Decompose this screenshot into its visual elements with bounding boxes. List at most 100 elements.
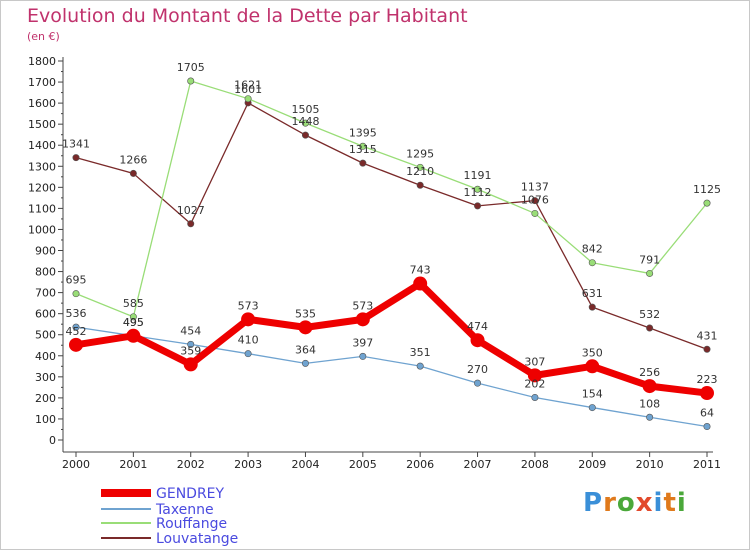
data-label: 1448	[291, 115, 319, 128]
x-tick-label: 2007	[464, 458, 492, 471]
data-point	[703, 423, 711, 431]
data-label: 536	[66, 307, 87, 320]
data-point	[129, 313, 137, 321]
data-label: 1705	[177, 61, 205, 74]
data-point	[585, 359, 600, 374]
data-point	[588, 404, 596, 412]
data-label: 64	[700, 407, 714, 420]
data-label: 1621	[234, 79, 262, 92]
data-label: 1266	[119, 153, 147, 166]
y-tick-label: 700	[35, 287, 56, 300]
data-point	[187, 77, 195, 85]
data-point	[474, 379, 482, 387]
logo-letter: i	[653, 488, 664, 518]
y-tick-label: 1200	[28, 181, 56, 194]
logo-letter: P	[583, 488, 604, 518]
data-label: 695	[66, 274, 87, 287]
data-point	[413, 276, 428, 291]
data-point	[72, 323, 80, 331]
logo-letter: x	[635, 488, 654, 518]
chart-unit-label: (en €)	[27, 30, 60, 43]
x-tick-label: 2001	[119, 458, 147, 471]
data-point	[69, 337, 83, 352]
logo-letter: r	[603, 488, 617, 518]
logo-letter: o	[616, 488, 636, 518]
data-label: 410	[238, 334, 259, 347]
data-point	[244, 95, 252, 103]
y-tick-label: 1400	[28, 139, 56, 152]
y-tick-label: 1100	[28, 202, 56, 215]
data-label: 1112	[464, 186, 492, 199]
data-label: 350	[582, 346, 603, 359]
data-point	[183, 357, 198, 372]
data-point	[359, 352, 367, 360]
data-point	[126, 328, 141, 343]
data-label: 1295	[406, 147, 434, 160]
data-label: 1601	[234, 83, 262, 96]
y-tick-label: 200	[35, 392, 56, 405]
data-label: 631	[582, 287, 603, 300]
data-label: 495	[123, 316, 144, 329]
x-tick-label: 2005	[349, 458, 377, 471]
data-point	[301, 131, 309, 139]
data-point	[531, 393, 539, 401]
data-label: 431	[697, 329, 718, 342]
data-label: 743	[410, 264, 431, 277]
data-label: 532	[639, 308, 660, 321]
y-tick-label: 1600	[28, 97, 56, 110]
data-label: 1395	[349, 126, 377, 139]
data-label: 1027	[177, 204, 205, 217]
data-point	[474, 185, 482, 193]
data-label: 364	[295, 343, 316, 356]
legend-entry: GENDREY	[156, 486, 225, 502]
data-point	[470, 333, 485, 348]
data-label: 359	[180, 344, 201, 357]
y-tick-label: 1700	[28, 76, 56, 89]
data-label: 1315	[349, 143, 377, 156]
data-label: 397	[352, 336, 373, 349]
legend-entry: Rouffange	[156, 516, 227, 532]
data-point	[588, 303, 596, 311]
series-line-gendrey	[75, 280, 708, 397]
x-tick-label: 2002	[177, 458, 205, 471]
logo-letter: i	[676, 488, 687, 518]
data-label: 108	[639, 397, 660, 410]
y-tick-label: 300	[35, 371, 56, 384]
data-label: 585	[123, 297, 144, 310]
chart-title: Evolution du Montant de la Dette par Hab…	[27, 5, 468, 27]
data-label: 1191	[464, 169, 492, 182]
data-point	[527, 368, 542, 383]
data-label: 474	[467, 320, 488, 333]
data-label: 573	[238, 299, 259, 312]
data-label: 1125	[693, 183, 721, 196]
data-label: 791	[639, 253, 660, 266]
y-tick-label: 600	[35, 308, 56, 321]
data-point	[359, 142, 367, 150]
series-line-rouffange	[75, 80, 708, 318]
data-label: 256	[639, 366, 660, 379]
data-point	[359, 159, 367, 167]
data-point	[72, 154, 80, 162]
data-label: 454	[180, 324, 201, 337]
proxiti-logo: Proxiti	[583, 488, 687, 518]
data-label: 573	[352, 299, 373, 312]
data-label: 223	[697, 373, 718, 386]
legend-entry: Taxenne	[155, 502, 214, 518]
data-point	[416, 362, 424, 370]
data-point	[187, 220, 195, 228]
data-label: 1076	[521, 193, 549, 206]
y-tick-label: 1800	[28, 55, 56, 68]
data-label: 1341	[62, 138, 90, 151]
data-label: 202	[524, 377, 545, 390]
data-point	[531, 197, 539, 205]
data-point	[700, 386, 714, 401]
data-point	[301, 119, 309, 127]
data-label: 842	[582, 243, 603, 256]
data-point	[244, 350, 252, 358]
data-point	[416, 181, 424, 189]
x-tick-label: 2011	[693, 458, 721, 471]
legend-entry: Louvatange	[156, 531, 238, 547]
data-point	[703, 345, 711, 353]
